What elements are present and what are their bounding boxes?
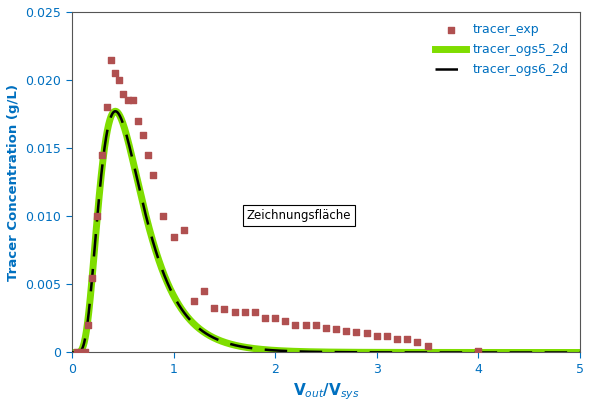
tracer_ogs5_2d [576,350,583,355]
Line: tracer_ogs5_2d: tracer_ogs5_2d [72,111,580,353]
tracer_ogs6_2d [562,350,569,355]
tracer_exp [230,308,239,315]
tracer_exp [382,333,392,339]
tracer_exp [474,348,483,354]
tracer_exp [240,308,249,315]
tracer_exp [352,329,361,335]
tracer_exp [342,328,351,334]
tracer_exp [301,322,310,328]
tracer_exp [158,213,168,220]
tracer_exp [98,152,107,158]
Text: Zeichnungsfläche: Zeichnungsfläche [246,209,351,222]
tracer_ogs5_2d [469,350,476,355]
tracer_exp [133,118,142,124]
tracer_exp [114,77,124,83]
tracer_ogs5_2d [562,350,569,355]
tracer_exp [392,336,402,342]
tracer_exp [291,322,300,328]
tracer_exp [402,336,412,342]
tracer_exp [260,315,269,322]
tracer_ogs5_2d [95,207,102,212]
tracer_exp [123,97,132,104]
Legend: tracer_exp, tracer_ogs5_2d, tracer_ogs6_2d: tracer_exp, tracer_ogs5_2d, tracer_ogs6_… [430,18,574,81]
tracer_exp [362,330,371,337]
tracer_ogs6_2d [469,350,476,355]
tracer_ogs6_2d [69,350,76,355]
Line: tracer_ogs6_2d: tracer_ogs6_2d [72,111,580,353]
tracer_exp [199,288,209,294]
tracer_exp [138,131,148,138]
tracer_ogs5_2d [112,109,119,114]
tracer_ogs6_2d [302,349,309,354]
tracer_exp [250,308,259,315]
tracer_exp [80,349,90,356]
tracer_exp [77,349,87,356]
tracer_exp [118,90,128,97]
tracer_ogs6_2d [95,207,102,212]
tracer_ogs5_2d [562,350,569,355]
tracer_exp [332,326,341,333]
tracer_exp [106,56,115,63]
tracer_exp [128,97,138,104]
tracer_exp [189,297,199,304]
Y-axis label: Tracer Concentration (g/L): Tracer Concentration (g/L) [7,84,20,281]
tracer_exp [110,70,119,76]
tracer_exp [87,274,97,281]
tracer_exp [423,342,433,349]
tracer_exp [413,338,422,345]
tracer_exp [281,318,290,324]
tracer_exp [148,172,158,179]
tracer_exp [322,325,331,331]
tracer_exp [372,333,382,339]
tracer_exp [271,315,280,322]
tracer_exp [209,304,219,311]
tracer_ogs5_2d [316,349,323,354]
tracer_exp [179,227,189,233]
tracer_exp [83,322,93,328]
tracer_exp [169,234,178,240]
X-axis label: V$_{out}$/V$_{sys}$: V$_{out}$/V$_{sys}$ [293,382,359,402]
tracer_exp [311,322,320,328]
tracer_ogs6_2d [576,350,583,355]
tracer_ogs6_2d [316,349,323,354]
tracer_exp [103,104,112,110]
tracer_ogs6_2d [112,109,119,114]
tracer_ogs5_2d [69,350,76,355]
tracer_ogs5_2d [302,349,309,354]
tracer_exp [144,152,153,158]
tracer_exp [93,213,102,220]
tracer_exp [72,349,82,356]
tracer_exp [220,306,229,312]
tracer_ogs6_2d [562,350,569,355]
